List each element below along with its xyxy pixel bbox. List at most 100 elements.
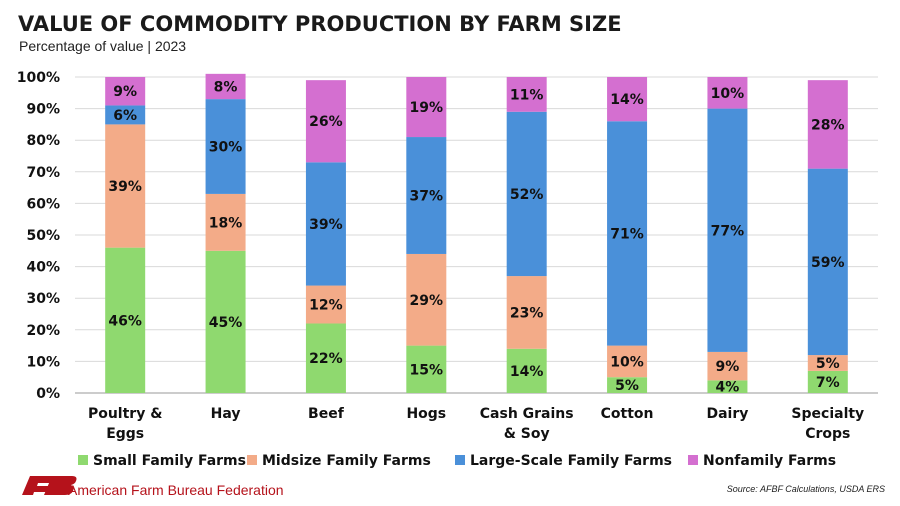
data-label: 45% [209,315,243,331]
bar-segment [607,77,648,122]
x-tick-label: Cash Grains [480,406,574,422]
bar-segment [406,77,447,138]
data-label: 10% [610,354,644,370]
y-tick-label: 20% [26,323,60,339]
bar-segment [105,124,146,248]
y-tick-label: 30% [26,291,60,307]
data-label: 14% [610,92,644,108]
bar-segment [707,77,748,109]
data-label: 52% [510,187,544,203]
data-label: 12% [309,298,343,314]
chart-title: VALUE OF COMMODITY PRODUCTION BY FARM SI… [18,12,622,36]
data-label: 9% [716,359,740,375]
bar-segment [607,121,648,346]
data-label: 77% [711,223,745,239]
legend-swatch [78,455,88,465]
org-name: American Farm Bureau Federation [68,482,284,498]
data-label: 6% [113,108,137,124]
legend-swatch [247,455,257,465]
x-tick-label: Cotton [601,406,654,422]
legend: Small Family Farms Midsize Family Farms La… [78,453,836,469]
bar-segment [205,250,246,393]
x-tick-label: Hay [211,406,241,422]
bar-segment [707,351,748,381]
legend-label: Nonfamily Farms [703,453,836,469]
data-label: 37% [410,189,444,205]
bar-segment [506,77,547,112]
x-tick-label: Beef [308,406,345,422]
data-label: 28% [811,117,845,133]
data-label: 29% [410,293,444,309]
x-axis: Poultry & Eggs Hay Beef Hogs Cash Grains & Soy… [88,406,864,442]
chart-subtitle: Percentage of value | 2023 [19,38,186,54]
legend-label: Large-Scale Family Farms [470,453,672,469]
footer: American Farm Bureau Federation Source: … [22,476,885,498]
data-label: 39% [108,179,142,195]
y-tick-label: 80% [26,133,60,149]
bar-segment [607,345,648,378]
bars: 46% 39% 6% 9% 45% 18% 30% 8% 22% 12% 39% 26% 15% 29% 3… [105,73,848,396]
y-tick-label: 90% [26,102,60,118]
legend-swatch [688,455,698,465]
data-label: 19% [410,100,444,116]
bar-segment [305,323,346,393]
data-label: 9% [113,84,137,100]
y-axis: 0% 10% 20% 30% 40% 50% 60% 70% 80% 90% 100% [17,70,60,402]
x-tick-label: Poultry & [88,406,162,422]
y-tick-label: 50% [26,228,60,244]
data-label: 11% [510,87,544,103]
bar-segment [707,380,748,393]
bar-segment [807,355,848,371]
bar-segment [205,193,246,251]
bar-segment [506,348,547,393]
data-label: 39% [309,217,343,233]
bar-segment [105,77,146,106]
gridlines [75,76,878,394]
bar-segment [406,253,447,346]
legend-label: Midsize Family Farms [262,453,431,469]
data-label: 71% [610,226,644,242]
x-tick-label: Dairy [706,406,748,422]
data-label: 10% [711,86,745,102]
data-label: 14% [510,364,544,380]
y-tick-label: 40% [26,260,60,276]
x-tick-label: Eggs [106,426,144,442]
bar-segment [105,105,146,125]
bar-segment [506,111,547,277]
x-tick-label: Specialty [791,406,864,422]
data-label: 18% [209,215,243,231]
bar-segment [105,247,146,393]
x-tick-label: Crops [805,426,850,442]
bar-segment [707,108,748,352]
source-note: Source: AFBF Calculations, USDA ERS [727,484,885,494]
y-tick-label: 0% [36,386,60,402]
bar-segment [506,276,547,349]
data-label: 7% [816,375,840,391]
data-label: 46% [108,313,142,329]
legend-label: Small Family Farms [93,453,246,469]
data-label: 30% [209,140,243,156]
bar-segment [305,80,346,163]
y-tick-label: 10% [26,354,60,370]
bar-segment [305,162,346,286]
bar-segment [607,377,648,393]
data-label: 4% [716,380,740,396]
bar-segment [406,345,447,393]
bar-segment [205,99,246,194]
data-label: 5% [615,378,639,394]
data-label: 5% [816,356,840,372]
data-label: 23% [510,305,544,321]
bar-segment [807,370,848,393]
y-tick-label: 70% [26,165,60,181]
bar-segment [406,137,447,254]
bar-segment [807,80,848,169]
data-label: 26% [309,114,343,130]
bar-segment [305,285,346,324]
data-label: 22% [309,351,343,367]
afbf-logo-icon [22,476,77,495]
bar-segment [807,168,848,356]
legend-swatch [455,455,465,465]
data-label: 8% [214,79,238,95]
bar-segment [205,73,246,100]
